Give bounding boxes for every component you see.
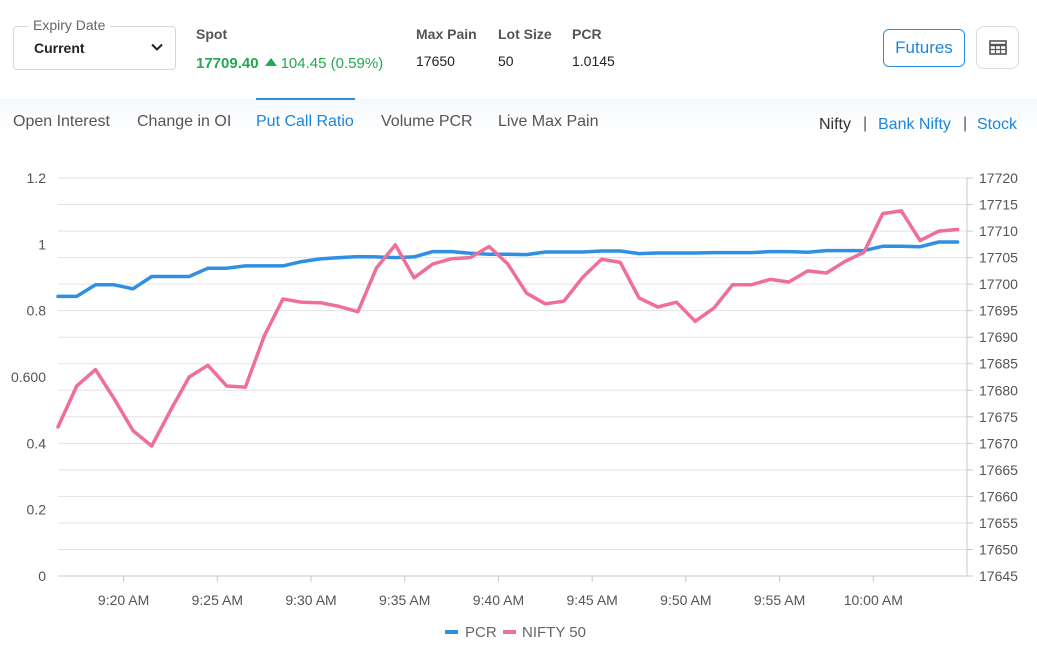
expiry-date-label: Expiry Date [28,17,111,33]
tab-put-call-ratio[interactable]: Put Call Ratio [256,113,354,130]
pcr-chart: 0 0.2 0.4 0.600 0.8 1 1.2 17645 17650 17655 17660 1… [11,170,1018,641]
futures-button[interactable]: Futures [883,29,965,67]
pcr-label: PCR [572,26,602,42]
x-axis-tick-label: 9:45 AM [566,592,617,608]
chevron-down-icon [151,43,163,51]
triangle-up-icon [264,58,277,66]
right-axis-tick-label: 17680 [979,382,1018,398]
table-icon [989,40,1007,55]
x-axis-tick-label: 9:50 AM [660,592,711,608]
tab-live-max-pain[interactable]: Live Max Pain [498,113,599,130]
lot-size-label: Lot Size [498,26,552,42]
left-axis-tick-label: 0 [38,568,46,584]
right-axis-tick-label: 17645 [979,568,1018,584]
right-axis-tick-label: 17690 [979,329,1018,345]
lot-size-value: 50 [498,53,514,69]
right-axis-tick-label: 17700 [979,276,1018,292]
tab-volume-pcr[interactable]: Volume PCR [381,113,473,130]
right-axis-tick-label: 17650 [979,541,1018,557]
x-axis-tick-label: 9:40 AM [473,592,524,608]
x-axis-tick-label: 9:20 AM [98,592,149,608]
x-axis-tick-label: 9:35 AM [379,592,430,608]
spot-price: 17709.40 [196,55,259,72]
right-axis-tick-label: 17670 [979,435,1018,451]
x-axis-tick-label: 9:30 AM [285,592,336,608]
index-separator: | [863,115,868,132]
pcr-value: 1.0145 [572,53,615,69]
index-separator: | [963,115,968,132]
right-axis-tick-label: 17705 [979,250,1018,266]
max-pain-label: Max Pain [416,26,477,42]
right-axis-tick-label: 17715 [979,197,1018,213]
right-axis-tick-label: 17660 [979,488,1018,504]
top-bar: Expiry Date Current Spot 17709.40 104.45 … [0,0,1037,100]
x-axis-tick-label: 10:00 AM [844,592,903,608]
index-bank-nifty[interactable]: Bank Nifty [878,116,951,133]
left-axis-tick-label: 0.2 [27,502,47,518]
left-axis-tick-label: 0.8 [27,303,47,319]
right-axis-tick-label: 17695 [979,303,1018,319]
legend-label-pcr: PCR [465,624,497,641]
index-nifty[interactable]: Nifty [819,116,851,133]
left-axis-tick-label: 0.4 [27,435,47,451]
right-axis-tick-label: 17685 [979,356,1018,372]
x-axis-tick-label: 9:25 AM [192,592,243,608]
spot-label: Spot [196,26,228,42]
table-view-button[interactable] [976,26,1019,69]
legend-label-nifty: NIFTY 50 [522,624,586,641]
expiry-date-value: Current [34,40,85,56]
max-pain-value: 17650 [416,53,455,69]
nifty-series-line [56,209,960,448]
tab-change-in-oi[interactable]: Change in OI [137,113,232,130]
left-axis-tick-label: 0.600 [11,369,46,385]
left-axis-tick-label: 1.2 [27,170,47,186]
spot-change: 104.45 (0.59%) [280,55,384,72]
tabs-strip [0,99,1037,143]
right-axis-tick-label: 17720 [979,170,1018,186]
index-stock[interactable]: Stock [977,116,1018,133]
right-axis-tick-label: 17665 [979,462,1018,478]
expiry-date-select[interactable]: Expiry Date Current [13,17,176,70]
right-axis-tick-label: 17655 [979,515,1018,531]
right-axis-tick-label: 17710 [979,223,1018,239]
left-axis-tick-label: 1 [38,236,46,252]
right-axis-tick-label: 17675 [979,409,1018,425]
active-tab-indicator [256,98,355,100]
pcr-series-line [56,240,960,299]
spot-value: 17709.40 104.45 (0.59%) [196,55,383,72]
x-axis-tick-label: 9:55 AM [754,592,805,608]
tab-open-interest[interactable]: Open Interest [13,113,110,130]
